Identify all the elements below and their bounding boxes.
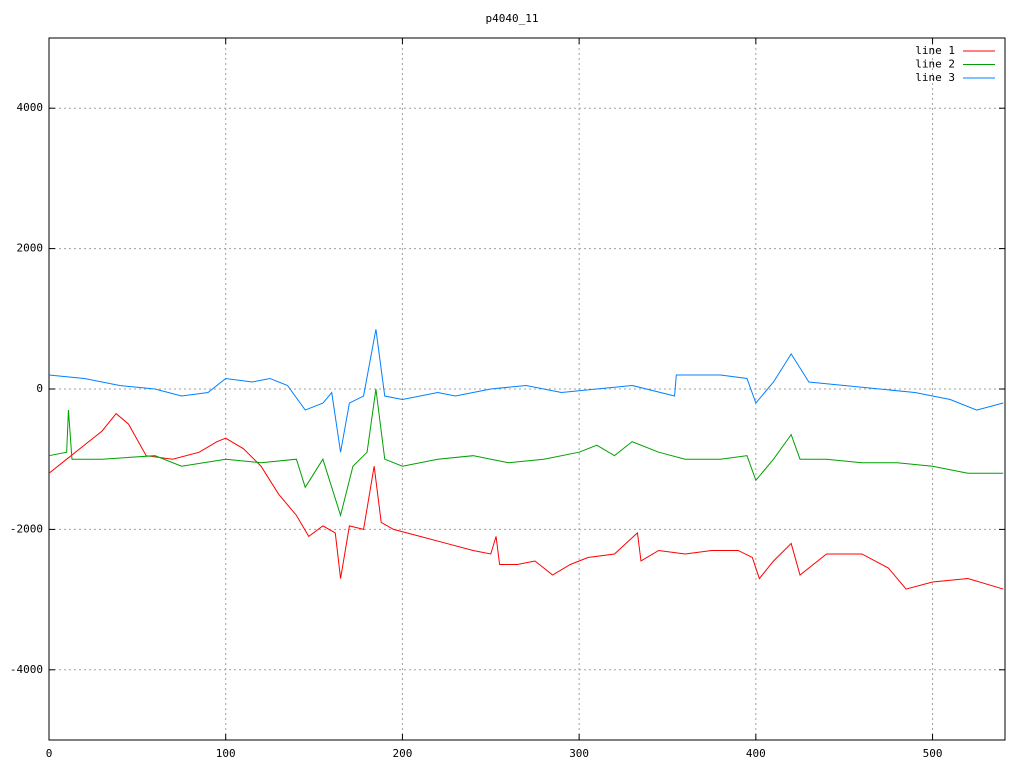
chart-title: p4040_11 bbox=[486, 12, 539, 25]
series-line bbox=[48, 329, 1004, 453]
y-tick-label: -4000 bbox=[10, 663, 43, 676]
y-tick-label: -2000 bbox=[10, 522, 43, 535]
plot-frame bbox=[48, 37, 1006, 741]
x-tick-label: 100 bbox=[216, 747, 236, 760]
legend-label: line 1 bbox=[915, 44, 955, 57]
x-tick-label: 0 bbox=[46, 747, 53, 760]
legend-label: line 2 bbox=[915, 58, 955, 71]
y-tick-label: 4000 bbox=[17, 101, 44, 114]
x-tick-label: 200 bbox=[392, 747, 412, 760]
legend-label: line 3 bbox=[915, 71, 955, 84]
y-tick-label: 0 bbox=[36, 382, 43, 395]
y-tick-label: 2000 bbox=[17, 242, 44, 255]
x-tick-label: 500 bbox=[923, 747, 943, 760]
x-tick-label: 400 bbox=[746, 747, 766, 760]
x-tick-label: 300 bbox=[569, 747, 589, 760]
series-line bbox=[48, 412, 1004, 590]
series-line bbox=[48, 388, 1004, 518]
